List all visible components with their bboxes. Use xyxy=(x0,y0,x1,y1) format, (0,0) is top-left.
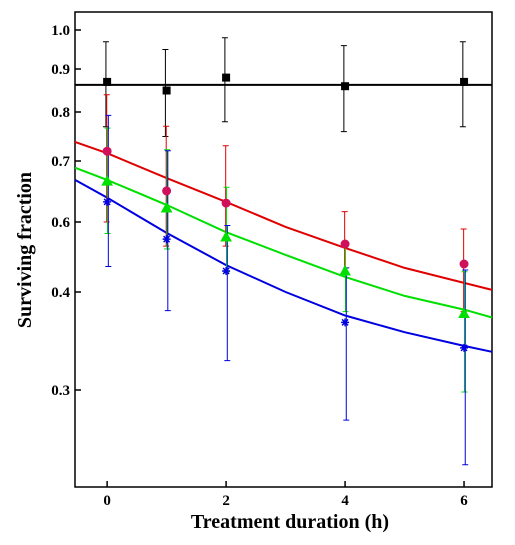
error-bar xyxy=(462,269,469,466)
error-bar xyxy=(163,125,170,247)
error-bar xyxy=(105,114,112,267)
x-tick-label: 0 xyxy=(103,493,111,509)
fit-line xyxy=(74,140,493,291)
error-bar xyxy=(224,225,231,362)
fit-line xyxy=(74,166,493,319)
marker xyxy=(160,201,173,213)
marker xyxy=(460,343,469,352)
y-tick-label: 1.0 xyxy=(51,23,70,39)
error-bar xyxy=(461,271,468,393)
marker xyxy=(222,267,231,275)
x-axis-title: Treatment duration (h) xyxy=(191,511,389,533)
y-axis-title: Surviving fraction xyxy=(14,172,36,328)
marker xyxy=(102,146,112,156)
marker xyxy=(162,186,172,196)
marker xyxy=(162,235,171,244)
marker xyxy=(460,77,469,86)
marker xyxy=(341,318,350,327)
marker xyxy=(458,307,470,319)
x-tick-label: 4 xyxy=(341,493,349,509)
marker xyxy=(341,82,350,91)
marker xyxy=(101,175,113,186)
fit-line xyxy=(74,179,493,353)
y-tick-label: 0.9 xyxy=(51,62,70,78)
x-tick-label: 2 xyxy=(222,493,230,509)
marker xyxy=(103,197,112,206)
error-bar xyxy=(164,150,171,312)
marker xyxy=(221,198,231,208)
marker xyxy=(162,86,171,95)
marker xyxy=(222,73,231,82)
error-bar xyxy=(343,267,350,421)
y-tick-label: 0.3 xyxy=(51,383,70,399)
y-tick-label: 0.4 xyxy=(51,285,70,301)
y-tick-label: 0.8 xyxy=(51,105,70,121)
error-bar xyxy=(164,149,171,250)
marker xyxy=(459,259,469,269)
x-tick-label: 6 xyxy=(460,493,468,509)
marker xyxy=(339,264,351,276)
marker xyxy=(103,77,112,86)
plot-frame xyxy=(74,11,493,488)
y-tick-label: 0.7 xyxy=(51,154,70,170)
marker xyxy=(340,239,350,249)
marker xyxy=(220,231,232,242)
y-tick-label: 0.6 xyxy=(51,215,70,231)
